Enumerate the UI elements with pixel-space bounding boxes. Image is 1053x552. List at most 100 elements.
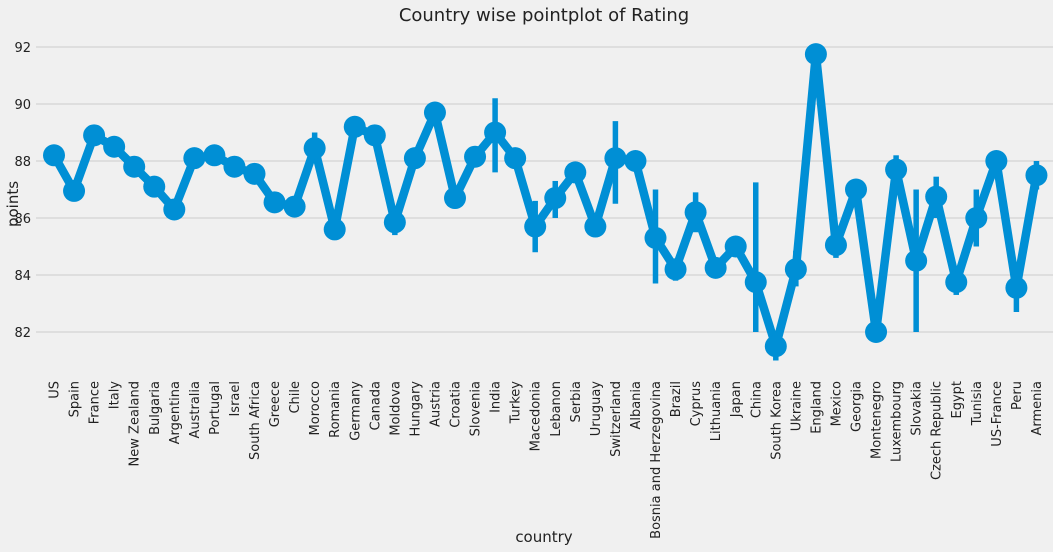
x-tick-label: Bosnia and Herzegovina	[649, 381, 664, 539]
x-tick-label: South Korea	[769, 381, 784, 460]
x-tick-label: Moldova	[388, 381, 403, 436]
data-point	[584, 215, 607, 238]
x-tick-label: Germany	[348, 381, 363, 441]
x-tick-label: Israel	[228, 381, 243, 417]
x-tick-label: Slovakia	[910, 381, 925, 436]
x-tick-label: Austria	[428, 381, 443, 427]
data-point	[885, 158, 908, 181]
data-point	[965, 207, 988, 229]
x-tick-label: Chile	[288, 381, 303, 414]
x-tick-label: US	[48, 381, 63, 399]
data-point	[444, 187, 466, 210]
data-point	[143, 175, 166, 198]
data-point	[343, 115, 366, 138]
x-tick-label: Slovenia	[469, 381, 484, 436]
data-point	[464, 145, 487, 168]
y-tick-label: 88	[14, 155, 31, 170]
data-point	[383, 211, 406, 234]
data-point	[925, 185, 948, 208]
data-point	[223, 155, 246, 178]
data-point	[845, 178, 867, 201]
y-tick-label: 82	[14, 326, 31, 341]
x-tick-label: Greece	[268, 381, 283, 427]
x-tick-label: Italy	[108, 381, 123, 410]
x-tick-label: South Africa	[248, 381, 263, 460]
x-tick-label: Bulgaria	[148, 381, 163, 435]
data-point	[865, 321, 888, 343]
rating-series	[43, 43, 1048, 361]
y-tick-label: 84	[14, 269, 31, 284]
x-tick-label: Macedonia	[529, 381, 544, 451]
data-point	[564, 161, 587, 184]
y-axis-label: points	[4, 181, 22, 227]
data-point	[985, 150, 1008, 172]
x-tick-label: Australia	[188, 381, 203, 439]
data-point	[724, 235, 747, 258]
x-tick-label: Turkey	[509, 381, 524, 425]
y-tick-label: 90	[14, 98, 31, 113]
x-tick-label: Luxembourg	[890, 381, 905, 462]
data-point	[544, 187, 567, 210]
data-point	[504, 147, 527, 170]
x-tick-label: Albania	[629, 381, 644, 430]
data-point	[263, 191, 286, 214]
x-tick-label: Switzerland	[609, 381, 624, 457]
data-point	[905, 249, 928, 272]
data-point	[644, 226, 667, 249]
x-tick-label: Lithuania	[709, 381, 724, 441]
data-point	[604, 147, 627, 170]
x-tick-label: England	[809, 381, 824, 434]
x-tick-label: Mexico	[829, 381, 844, 426]
x-tick-label: Montenegro	[870, 381, 885, 459]
y-tick-label: 92	[14, 41, 31, 56]
data-point	[163, 198, 186, 221]
data-point	[243, 162, 266, 185]
data-point	[704, 256, 727, 279]
chart-title: Country wise pointplot of Rating	[399, 5, 689, 26]
x-tick-label: Brazil	[669, 381, 684, 417]
x-tick-labels: US Spain France Italy New Zealand Bulgaria Arg…	[48, 381, 1045, 539]
x-tick-label: Georgia	[850, 381, 865, 432]
x-tick-label: Lebanon	[549, 381, 564, 437]
x-tick-label: New Zealand	[128, 381, 143, 466]
data-point	[744, 271, 767, 294]
data-point	[323, 218, 346, 241]
data-point	[283, 195, 306, 218]
x-tick-label: Argentina	[168, 381, 183, 444]
x-tick-label: Morocco	[308, 381, 323, 435]
data-point	[303, 137, 326, 160]
data-point	[824, 234, 847, 257]
x-tick-label: Portugal	[208, 381, 223, 435]
x-tick-label: Cyprus	[689, 381, 704, 427]
x-tick-label: Canada	[368, 381, 383, 430]
data-point	[945, 271, 968, 294]
data-point	[624, 150, 647, 172]
data-point	[123, 155, 146, 178]
data-point	[403, 147, 426, 170]
data-point	[804, 43, 827, 66]
x-tick-label: Spain	[68, 381, 83, 417]
data-point	[183, 147, 206, 170]
x-tick-label: Tunisia	[970, 381, 985, 426]
data-point	[1025, 164, 1048, 187]
x-tick-label: India	[489, 381, 504, 413]
data-point	[784, 258, 807, 281]
data-point	[684, 201, 707, 224]
data-point	[1005, 276, 1028, 299]
x-tick-label: Croatia	[449, 381, 464, 428]
x-tick-label: Serbia	[569, 381, 584, 422]
x-tick-label: Japan	[729, 381, 744, 418]
data-point	[103, 135, 126, 158]
data-point	[363, 124, 386, 147]
x-tick-label: Romania	[328, 381, 343, 438]
x-tick-label: Ukraine	[789, 381, 804, 431]
y-tick-label: 86	[14, 212, 31, 227]
data-point	[63, 179, 86, 202]
data-point	[83, 124, 106, 147]
data-point	[203, 144, 226, 167]
x-tick-label: Czech Republic	[930, 381, 945, 480]
data-point	[524, 215, 547, 238]
x-tick-label: Uruguay	[589, 381, 604, 437]
